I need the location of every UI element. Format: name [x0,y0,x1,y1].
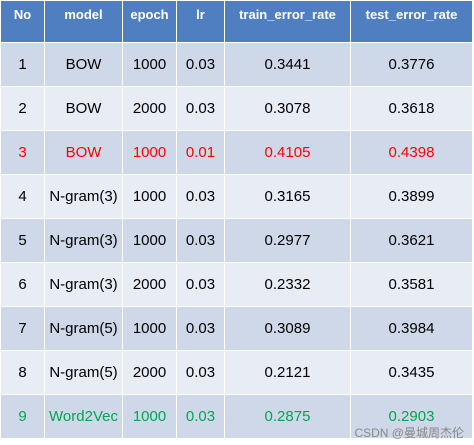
table-cell: 7 [0,306,45,351]
table-cell: 2000 [122,350,177,395]
table-cell: 0.3089 [224,306,351,351]
table-cell: 0.2903 [350,394,473,439]
table-row: 3 BOW 1000 0.01 0.4105 0.4398 [0,130,473,175]
table-cell: 9 [0,394,45,439]
table-cell: 1 [0,42,45,87]
table-cell: 0.2875 [224,394,351,439]
table-cell: 0.3984 [350,306,473,351]
table-cell: BOW [44,86,123,131]
table-cell: 1000 [122,218,177,263]
table-cell: 0.3776 [350,42,473,87]
table-cell: 3 [0,130,45,175]
table-cell: 0.4105 [224,130,351,175]
table-cell: Word2Vec [44,394,123,439]
table-row: 1 BOW 1000 0.03 0.3441 0.3776 [0,42,473,87]
table-cell: 6 [0,262,45,307]
table-cell: 4 [0,174,45,219]
table-cell: 0.03 [176,262,225,307]
table-cell: BOW [44,130,123,175]
table-cell: 1000 [122,130,177,175]
table-cell: 0.01 [176,130,225,175]
table-cell: 0.03 [176,42,225,87]
table-cell: 0.3899 [350,174,473,219]
table-row: 5 N-gram(3) 1000 0.03 0.2977 0.3621 [0,218,473,263]
table-cell: 5 [0,218,45,263]
table-cell: 2000 [122,262,177,307]
table-row: 2 BOW 2000 0.03 0.3078 0.3618 [0,86,473,131]
table-cell: 0.03 [176,218,225,263]
watermark: CSDN @曼城周杰伦 [354,426,464,440]
table-cell: 0.03 [176,306,225,351]
table-cell: N-gram(3) [44,218,123,263]
table-cell: 0.2121 [224,350,351,395]
table-cell: BOW [44,42,123,87]
table-cell: 1000 [122,174,177,219]
table-cell: 0.3621 [350,218,473,263]
table-cell: 0.03 [176,394,225,439]
table-cell: 0.3435 [350,350,473,395]
header-cell: test_error_rate [350,0,473,43]
table-row: 8 N-gram(5) 2000 0.03 0.2121 0.3435 [0,350,473,395]
table-cell: 0.2332 [224,262,351,307]
table-cell: 1000 [122,42,177,87]
table-cell: 0.3165 [224,174,351,219]
table-row: 7 N-gram(5) 1000 0.03 0.3089 0.3984 [0,306,473,351]
table-cell: 0.03 [176,350,225,395]
table-cell: 2000 [122,86,177,131]
header-cell: epoch [122,0,177,43]
table-cell: N-gram(3) [44,262,123,307]
table-cell: 0.4398 [350,130,473,175]
table-cell: 0.03 [176,174,225,219]
table-cell: N-gram(3) [44,174,123,219]
header-cell: lr [176,0,225,43]
table-cell: 0.2977 [224,218,351,263]
table-row: 4 N-gram(3) 1000 0.03 0.3165 0.3899 [0,174,473,219]
table-cell: 0.3078 [224,86,351,131]
header-cell: model [44,0,123,43]
table-cell: 8 [0,350,45,395]
header-row: No model epoch lr train_error_rate test_error… [0,0,473,43]
header-cell: train_error_rate [224,0,351,43]
table-cell: 0.03 [176,86,225,131]
table-cell: N-gram(5) [44,306,123,351]
table-cell: 0.3618 [350,86,473,131]
table-row: 6 N-gram(3) 2000 0.03 0.2332 0.3581 [0,262,473,307]
table-cell: 1000 [122,306,177,351]
table-cell: 0.3441 [224,42,351,87]
table-body: 1 BOW 1000 0.03 0.3441 0.3776 2 BOW 2000 0.03 0.30… [0,42,473,439]
table-cell: 2 [0,86,45,131]
table-row: 9 Word2Vec 1000 0.03 0.2875 0.2903 [0,394,473,439]
table-cell: N-gram(5) [44,350,123,395]
table-cell: 0.3581 [350,262,473,307]
table-cell: 1000 [122,394,177,439]
header-cell: No [0,0,45,43]
